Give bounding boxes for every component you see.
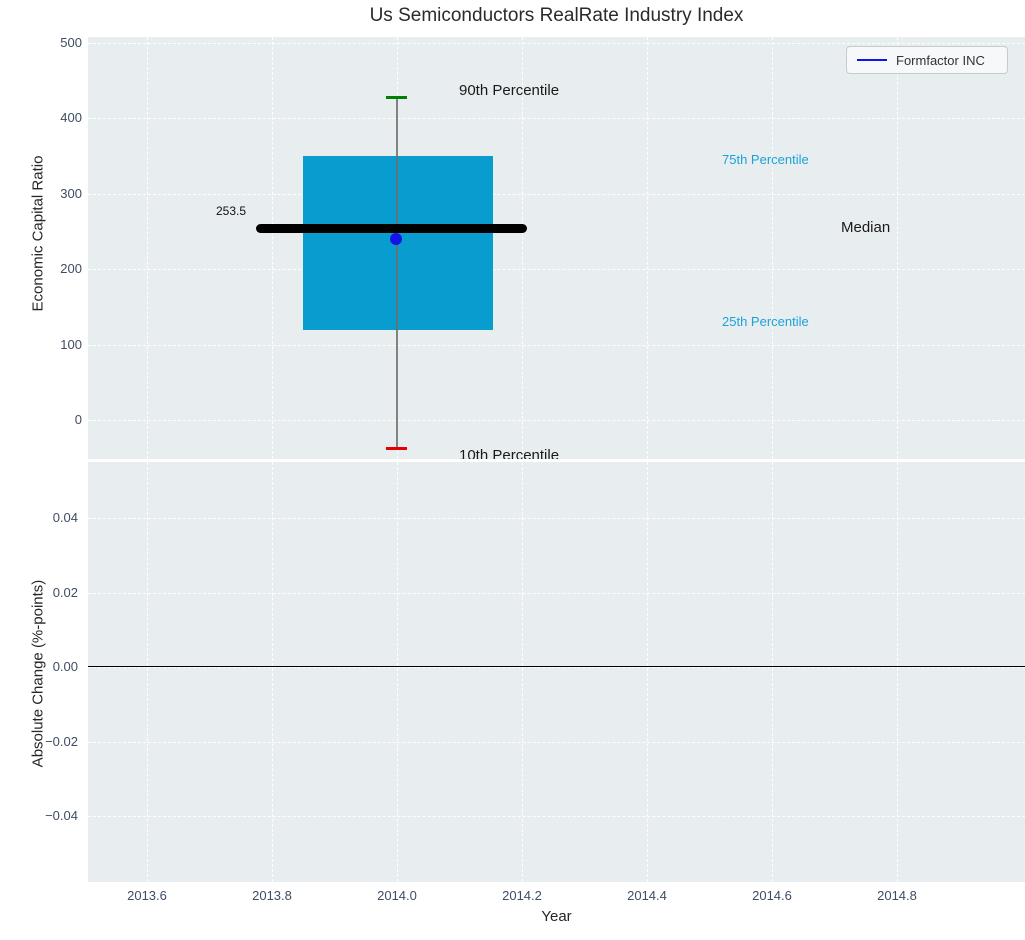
top-axes: 90th Percentile 75th Percentile Median 2… xyxy=(88,37,1025,459)
vertical-gridline xyxy=(647,462,648,882)
horizontal-gridline xyxy=(88,118,1025,119)
bottom-axes xyxy=(88,462,1025,882)
vertical-gridline xyxy=(522,37,523,459)
p10-whisker-cap xyxy=(386,447,407,450)
vertical-gridline xyxy=(647,37,648,459)
vertical-gridline xyxy=(772,37,773,459)
top-y-tick-label: 400 xyxy=(60,110,82,125)
horizontal-gridline xyxy=(88,592,1025,594)
zero-line xyxy=(88,666,1025,667)
vertical-gridline xyxy=(272,37,273,459)
p90-whisker-cap xyxy=(386,96,407,99)
horizontal-gridline xyxy=(88,741,1025,743)
horizontal-gridline xyxy=(88,42,1025,44)
median-line xyxy=(256,224,527,233)
x-tick-label: 2014.4 xyxy=(627,888,667,903)
horizontal-gridline xyxy=(88,420,1025,421)
top-y-tick-label: 300 xyxy=(60,185,82,201)
top-y-axis-label: Economic Capital Ratio xyxy=(29,155,47,312)
horizontal-gridline xyxy=(88,667,1025,668)
horizontal-gridline xyxy=(88,344,1025,346)
bottom-y-tick-label: 0.04 xyxy=(52,510,78,525)
top-y-tick-label: 0 xyxy=(74,412,82,427)
bottom-y-axis-label: Absolute Change (%-points) xyxy=(29,579,47,768)
top-y-tick-label: 500 xyxy=(60,34,82,50)
vertical-gridline xyxy=(272,462,273,882)
horizontal-gridline xyxy=(88,518,1025,519)
vertical-gridline xyxy=(897,462,898,882)
top-y-tick-label: 100 xyxy=(60,336,82,352)
legend-label: Formfactor INC xyxy=(896,52,985,68)
horizontal-gridline xyxy=(88,269,1025,270)
chart-title: Us Semiconductors RealRate Industry Inde… xyxy=(369,5,744,26)
vertical-gridline xyxy=(522,462,523,882)
x-tick-label: 2014.8 xyxy=(877,888,917,903)
p25-percentile-label: 25th Percentile xyxy=(722,314,809,329)
legend: Formfactor INC xyxy=(846,46,1008,74)
x-axis-label: Year xyxy=(541,908,572,925)
vertical-gridline xyxy=(147,37,148,459)
median-text-label: Median xyxy=(841,219,891,236)
top-y-tick-label: 200 xyxy=(60,261,82,276)
vertical-gridline xyxy=(147,462,148,882)
p10-percentile-label: 10th Percentile xyxy=(459,447,560,459)
bottom-y-tick-label: 0.00 xyxy=(52,659,78,674)
horizontal-gridline xyxy=(88,816,1025,817)
x-tick-label: 2014.6 xyxy=(752,888,792,903)
bottom-y-tick-label: −0.02 xyxy=(45,733,78,749)
x-tick-label: 2014.2 xyxy=(502,888,542,903)
bottom-gridlines-layer xyxy=(88,462,1025,882)
top-gridlines-layer xyxy=(88,37,1025,459)
bottom-y-tick-label: 0.02 xyxy=(52,584,78,600)
median-value-label: 253.5 xyxy=(215,204,246,218)
formfactor-point xyxy=(390,233,402,245)
horizontal-gridline xyxy=(88,193,1025,195)
x-tick-label: 2013.8 xyxy=(252,888,292,903)
vertical-gridline xyxy=(772,462,773,882)
bottom-y-tick-label: −0.04 xyxy=(45,808,78,823)
legend-line-swatch xyxy=(857,59,887,61)
p90-percentile-label: 90th Percentile xyxy=(459,82,560,99)
whisker-line xyxy=(396,98,398,449)
p75-percentile-label: 75th Percentile xyxy=(722,152,809,167)
vertical-gridline xyxy=(897,37,898,459)
x-tick-label: 2013.6 xyxy=(127,888,167,903)
vertical-gridline xyxy=(397,462,398,882)
x-tick-label: 2014.0 xyxy=(377,888,417,903)
